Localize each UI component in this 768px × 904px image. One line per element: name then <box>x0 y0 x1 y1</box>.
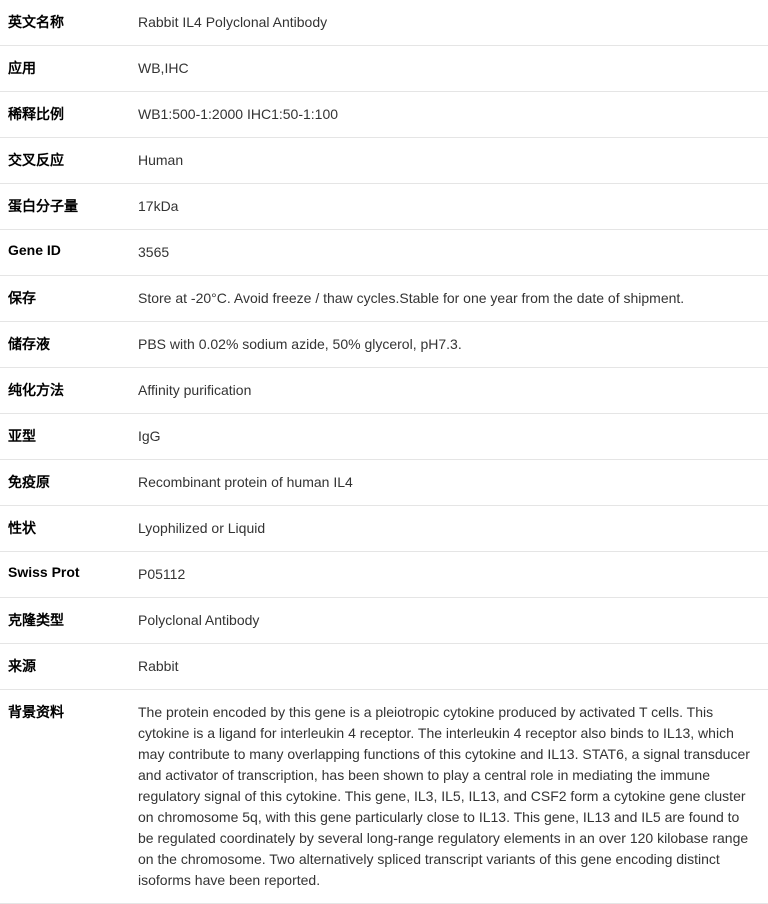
spec-label: 免疫原 <box>8 472 138 493</box>
spec-value: Rabbit IL4 Polyclonal Antibody <box>138 12 768 33</box>
spec-row: Swiss ProtP05112 <box>0 552 768 598</box>
spec-row: 亚型IgG <box>0 414 768 460</box>
spec-value: 17kDa <box>138 196 768 217</box>
spec-label: 性状 <box>8 518 138 539</box>
spec-label: 克隆类型 <box>8 610 138 631</box>
spec-row: 应用WB,IHC <box>0 46 768 92</box>
spec-value: 3565 <box>138 242 768 263</box>
spec-row: 性状Lyophilized or Liquid <box>0 506 768 552</box>
spec-label: Swiss Prot <box>8 564 138 585</box>
spec-value: Recombinant protein of human IL4 <box>138 472 768 493</box>
spec-label: 纯化方法 <box>8 380 138 401</box>
spec-row: 英文名称Rabbit IL4 Polyclonal Antibody <box>0 0 768 46</box>
spec-label: Gene ID <box>8 242 138 263</box>
spec-value: The protein encoded by this gene is a pl… <box>138 702 768 891</box>
spec-value: WB,IHC <box>138 58 768 79</box>
spec-value: WB1:500-1:2000 IHC1:50-1:100 <box>138 104 768 125</box>
spec-row: 蛋白分子量17kDa <box>0 184 768 230</box>
spec-value: Human <box>138 150 768 171</box>
spec-label: 交叉反应 <box>8 150 138 171</box>
spec-label: 英文名称 <box>8 12 138 33</box>
spec-label: 来源 <box>8 656 138 677</box>
spec-row: 克隆类型Polyclonal Antibody <box>0 598 768 644</box>
spec-row: 稀释比例WB1:500-1:2000 IHC1:50-1:100 <box>0 92 768 138</box>
spec-row: 免疫原Recombinant protein of human IL4 <box>0 460 768 506</box>
spec-label: 蛋白分子量 <box>8 196 138 217</box>
spec-row: 交叉反应Human <box>0 138 768 184</box>
spec-value: Lyophilized or Liquid <box>138 518 768 539</box>
spec-value: IgG <box>138 426 768 447</box>
spec-label: 保存 <box>8 288 138 309</box>
spec-table: 英文名称Rabbit IL4 Polyclonal Antibody应用WB,I… <box>0 0 768 904</box>
spec-label: 背景资料 <box>8 702 138 891</box>
spec-value: P05112 <box>138 564 768 585</box>
spec-label: 储存液 <box>8 334 138 355</box>
spec-value: Store at -20°C. Avoid freeze / thaw cycl… <box>138 288 768 309</box>
spec-value: Affinity purification <box>138 380 768 401</box>
spec-row: 纯化方法Affinity purification <box>0 368 768 414</box>
spec-row: 保存Store at -20°C. Avoid freeze / thaw cy… <box>0 276 768 322</box>
spec-value: PBS with 0.02% sodium azide, 50% glycero… <box>138 334 768 355</box>
spec-value: Polyclonal Antibody <box>138 610 768 631</box>
spec-label: 稀释比例 <box>8 104 138 125</box>
spec-value: Rabbit <box>138 656 768 677</box>
spec-row: 来源Rabbit <box>0 644 768 690</box>
spec-row: 储存液PBS with 0.02% sodium azide, 50% glyc… <box>0 322 768 368</box>
spec-label: 应用 <box>8 58 138 79</box>
spec-row: Gene ID3565 <box>0 230 768 276</box>
spec-row: 背景资料The protein encoded by this gene is … <box>0 690 768 904</box>
spec-label: 亚型 <box>8 426 138 447</box>
